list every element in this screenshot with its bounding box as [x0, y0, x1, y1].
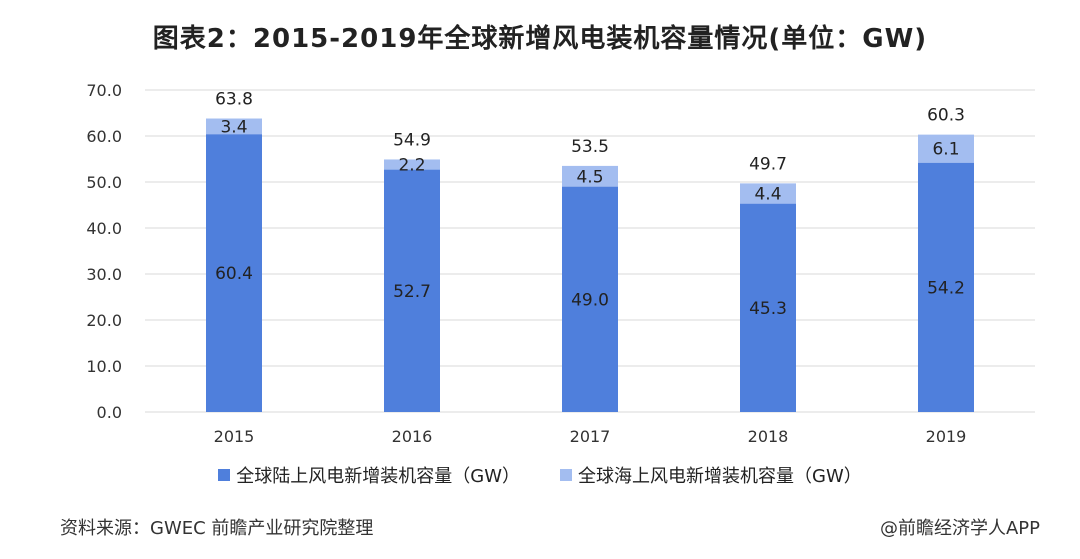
bar-onshore [562, 186, 618, 412]
x-tick-label: 2017 [570, 427, 611, 446]
bar-offshore [206, 118, 262, 135]
legend-swatch-onshore [218, 469, 231, 481]
y-tick-label: 70.0 [86, 81, 122, 100]
chart-title: 图表2：2015-2019年全球新增风电装机容量情况(单位：GW) [152, 24, 928, 54]
y-tick-label: 60.0 [86, 127, 122, 146]
y-tick-label: 50.0 [86, 173, 122, 192]
data-label-offshore: 4.4 [754, 185, 781, 205]
x-tick-label: 2018 [748, 427, 789, 446]
y-tick-label: 0.0 [97, 403, 122, 422]
y-tick-label: 20.0 [86, 311, 122, 330]
source-note: 资料来源：GWEC 前瞻产业研究院整理 [60, 518, 374, 539]
y-tick-label: 30.0 [86, 265, 122, 284]
data-label-offshore: 6.1 [932, 140, 959, 160]
data-label-onshore: 45.3 [749, 299, 787, 319]
legend-swatch-offshore [560, 469, 572, 481]
footer: 资料来源：GWEC 前瞻产业研究院整理 @前瞻经济学人APP [60, 514, 1040, 540]
data-label-onshore: 54.2 [927, 278, 965, 298]
data-label-total: 49.7 [749, 154, 787, 174]
y-tick-label: 10.0 [86, 357, 122, 376]
bar-chart: 0.0 10.0 20.0 30.0 40.0 50.0 60.0 70.0 60.4 3.4 63… [86, 81, 1035, 446]
data-label-total: 60.3 [927, 106, 965, 126]
data-label-total: 63.8 [215, 90, 253, 110]
data-label-offshore: 2.2 [398, 156, 425, 176]
data-label-total: 53.5 [571, 137, 609, 157]
bar-onshore [384, 169, 440, 412]
x-tick-label: 2016 [392, 427, 433, 446]
legend-item-offshore: 全球海上风电新增装机容量（GW） [560, 462, 862, 488]
bar-onshore [740, 203, 796, 412]
bar-offshore [562, 165, 618, 187]
bar-offshore [740, 183, 796, 204]
legend-label-offshore: 全球海上风电新增装机容量（GW） [578, 466, 862, 487]
bar-offshore [384, 159, 440, 170]
credit-note: @前瞻经济学人APP [879, 518, 1040, 539]
x-tick-label: 2019 [926, 427, 967, 446]
chart-legend: 全球陆上风电新增装机容量（GW） 全球海上风电新增装机容量（GW） [0, 462, 1080, 488]
data-label-total: 54.9 [393, 130, 431, 150]
bar-offshore [918, 134, 974, 163]
data-label-offshore: 3.4 [220, 117, 247, 137]
data-label-offshore: 4.5 [576, 167, 603, 187]
y-tick-label: 40.0 [86, 219, 122, 238]
data-label-onshore: 52.7 [393, 282, 431, 302]
bar-onshore [918, 162, 974, 412]
legend-item-onshore: 全球陆上风电新增装机容量（GW） [218, 462, 520, 488]
data-label-onshore: 49.0 [571, 290, 609, 310]
legend-label-onshore: 全球陆上风电新增装机容量（GW） [236, 466, 520, 487]
x-tick-label: 2015 [214, 427, 255, 446]
bar-onshore [206, 134, 262, 412]
data-label-onshore: 60.4 [215, 264, 253, 284]
